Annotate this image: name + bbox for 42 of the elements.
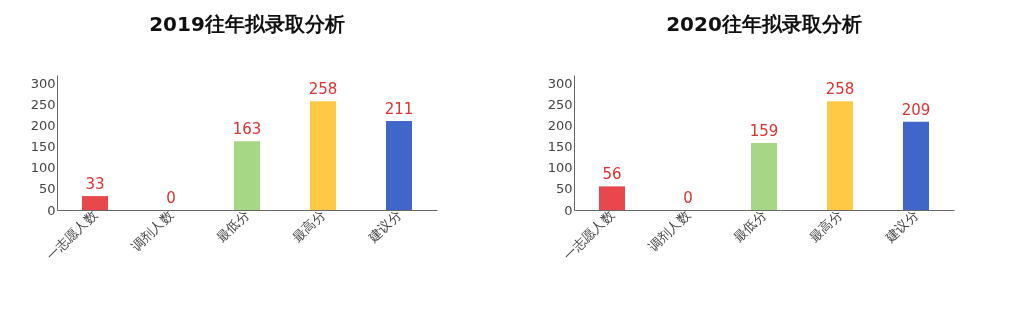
data-label: 159 xyxy=(749,121,779,140)
x-tick-label: 最低分 xyxy=(730,206,769,246)
data-label: 163 xyxy=(232,120,262,139)
bar xyxy=(310,101,336,210)
x-tick-label: 建议分 xyxy=(882,206,921,246)
y-tick-label: 100 xyxy=(30,160,56,176)
chart-title: 2019往年拟录取分析 xyxy=(149,12,345,36)
data-label: 33 xyxy=(85,175,105,194)
x-tick-label: 最低分 xyxy=(213,206,252,246)
y-tick-label: 300 xyxy=(547,75,573,91)
x-tick-label: 调剂人数 xyxy=(128,206,176,255)
data-label: 209 xyxy=(901,100,931,119)
y-tick-label: 50 xyxy=(555,181,573,197)
bar xyxy=(751,142,777,210)
y-tick-label: 200 xyxy=(547,118,573,134)
data-label: 258 xyxy=(308,80,338,99)
bar xyxy=(599,186,625,210)
y-tick-label: 50 xyxy=(38,181,56,197)
data-label: 0 xyxy=(683,189,693,207)
data-label: 56 xyxy=(602,165,622,184)
bar xyxy=(234,141,260,210)
bar xyxy=(386,120,412,210)
bar xyxy=(827,101,853,210)
data-label: 258 xyxy=(825,80,855,99)
y-tick-label: 250 xyxy=(30,97,56,113)
x-tick-label: 建议分 xyxy=(365,206,404,246)
y-tick-label: 150 xyxy=(30,139,56,155)
bar xyxy=(82,196,108,210)
y-tick-label: 0 xyxy=(564,202,573,218)
data-label: 0 xyxy=(166,189,176,207)
x-tick-label: 调剂人数 xyxy=(645,206,693,255)
y-tick-label: 200 xyxy=(30,118,56,134)
bar xyxy=(903,121,929,210)
y-tick-label: 250 xyxy=(547,97,573,113)
chart-title: 2020往年拟录取分析 xyxy=(666,12,862,36)
y-tick-label: 300 xyxy=(30,75,56,91)
x-tick-label: 最高分 xyxy=(806,206,845,246)
y-tick-label: 0 xyxy=(47,202,56,218)
data-label: 211 xyxy=(384,99,414,118)
x-tick-label: 最高分 xyxy=(289,206,328,246)
y-tick-label: 150 xyxy=(547,139,573,155)
y-tick-label: 100 xyxy=(547,160,573,176)
